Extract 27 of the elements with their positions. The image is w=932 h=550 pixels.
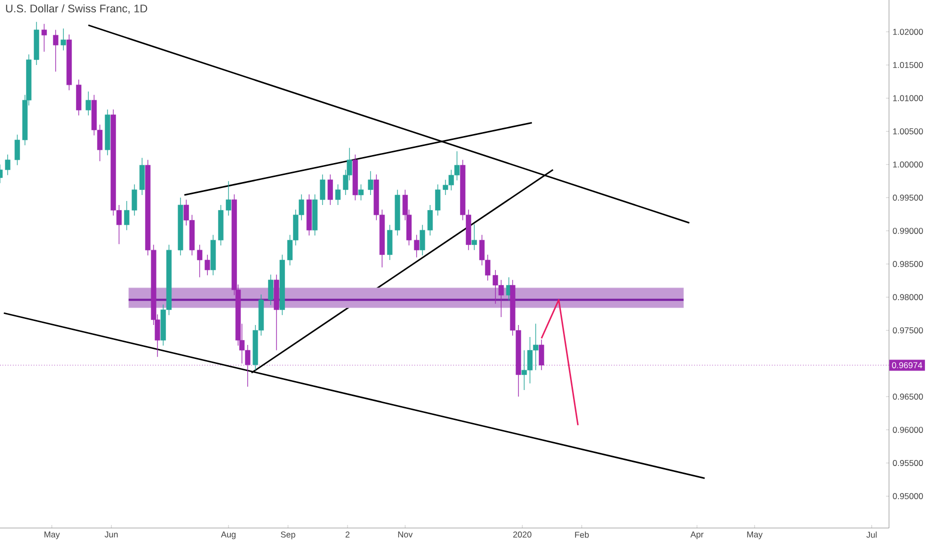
x-tick-label: Sep xyxy=(280,532,296,540)
y-tick-label: 1.01000 xyxy=(893,95,923,102)
y-tick-label: 0.99500 xyxy=(892,194,923,201)
y-tick-label: 0.99000 xyxy=(892,228,923,234)
y-tick-label: 1.00500 xyxy=(893,128,923,134)
x-tick-label: Aug xyxy=(220,532,236,540)
y-tick-label: 0.97500 xyxy=(892,327,923,334)
y-tick-label: 0.96500 xyxy=(892,394,923,400)
x-tick-label: May xyxy=(747,532,763,540)
ref-line-label: 0.96974 xyxy=(892,362,922,368)
y-tick-label: 0.95500 xyxy=(892,460,923,466)
x-tick-label: Feb xyxy=(575,532,589,538)
chart-title: U.S. Dollar / Swiss Franc, 1D xyxy=(6,4,148,14)
x-tick-label: 2020 xyxy=(513,532,532,538)
x-tick-label: Apr xyxy=(690,532,704,540)
x-tick-label: Jul xyxy=(866,532,877,538)
x-tick-label: May xyxy=(44,532,60,540)
y-tick-label: 1.02000 xyxy=(893,28,923,35)
y-tick-label: 0.98000 xyxy=(892,294,923,300)
y-tick-label: 0.96000 xyxy=(892,426,923,433)
x-tick-label: Nov xyxy=(398,532,413,538)
y-tick-label: 1.01500 xyxy=(893,62,923,68)
x-tick-label: Jun xyxy=(104,532,118,538)
y-tick-label: 0.98500 xyxy=(892,260,923,267)
y-tick-label: 1.00000 xyxy=(893,161,923,168)
x-tick-label: 2 xyxy=(346,532,350,538)
y-tick-label: 0.95000 xyxy=(892,493,923,500)
